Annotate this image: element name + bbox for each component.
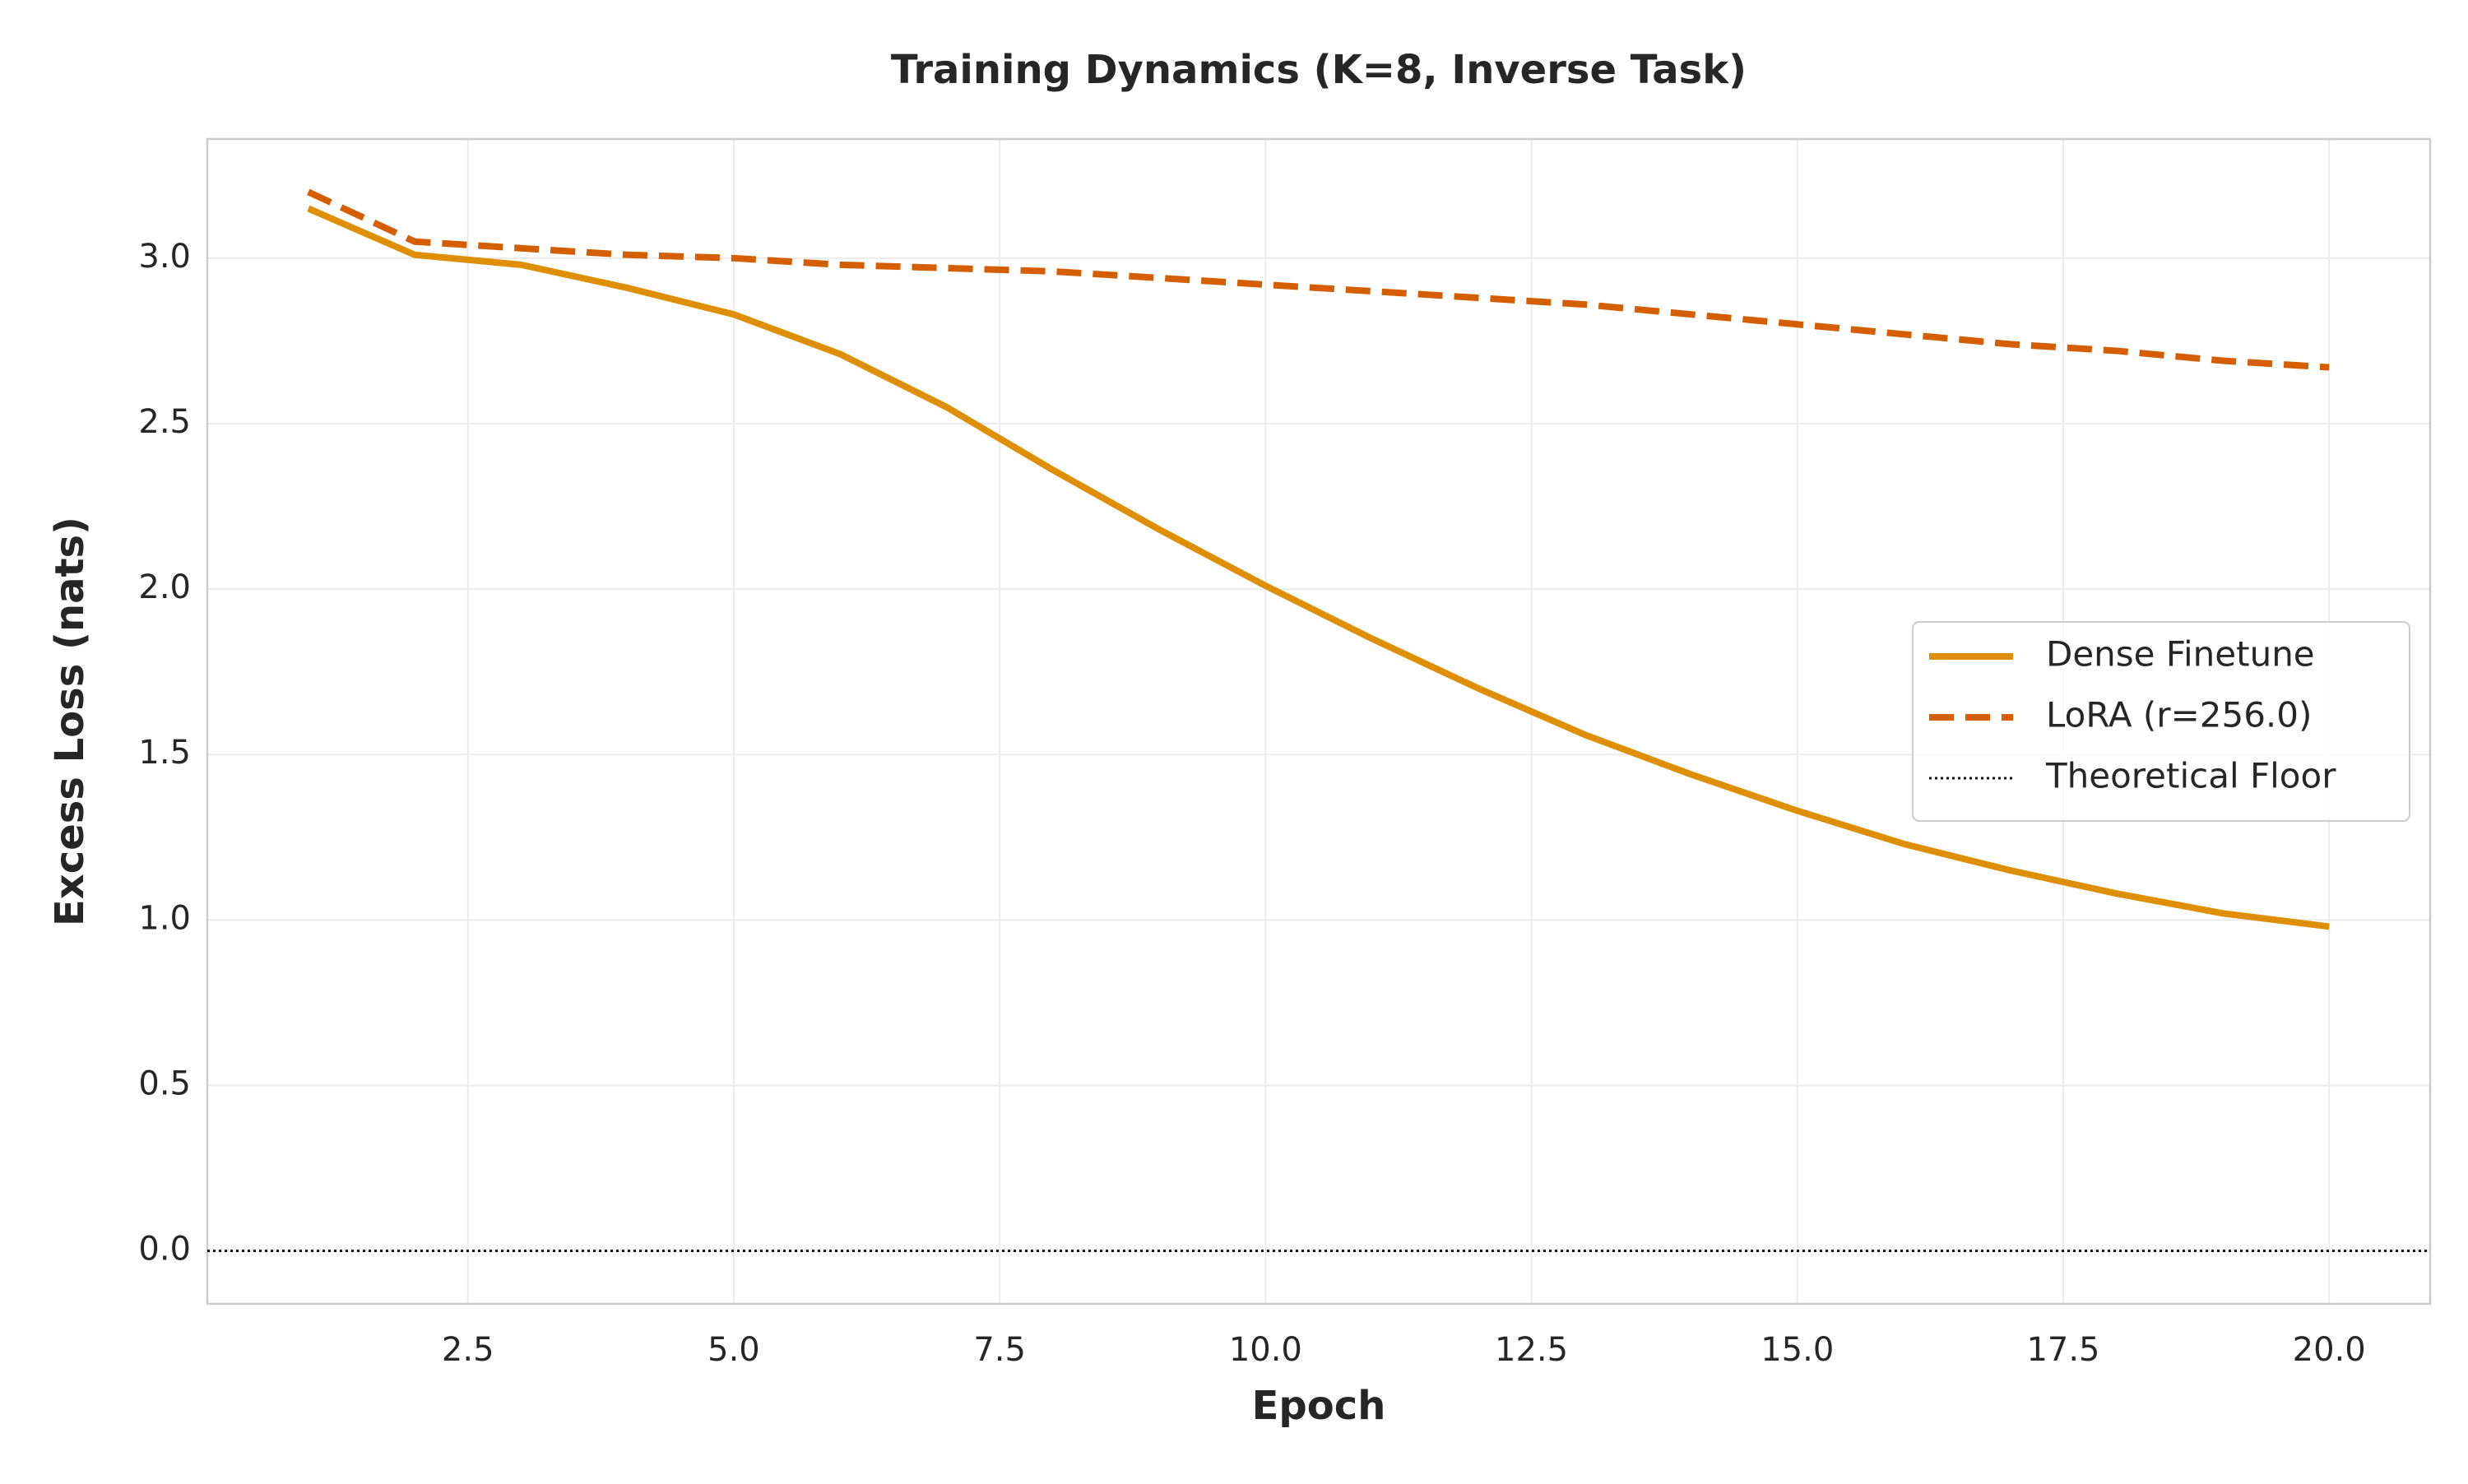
legend-label: Theoretical Floor bbox=[2045, 756, 2336, 796]
y-tick-label: 2.0 bbox=[138, 568, 191, 606]
series-line bbox=[307, 205, 2330, 930]
y-tick-label: 1.5 bbox=[138, 734, 191, 772]
x-tick-label: 20.0 bbox=[2293, 1331, 2366, 1369]
legend-label: LoRA (r=256.0) bbox=[2046, 695, 2312, 735]
y-tick-label: 3.0 bbox=[138, 238, 191, 276]
y-tick-label: 2.5 bbox=[138, 403, 191, 441]
legend-label: Dense Finetune bbox=[2046, 634, 2315, 675]
y-tick-label: 0.0 bbox=[138, 1231, 191, 1268]
chart-title: Training Dynamics (K=8, Inverse Task) bbox=[891, 47, 1747, 93]
y-axis-label: Excess Loss (nats) bbox=[47, 517, 93, 926]
x-axis-label: Epoch bbox=[1252, 1383, 1386, 1429]
x-tick-label: 15.0 bbox=[1761, 1331, 1834, 1369]
x-tick-label: 2.5 bbox=[442, 1331, 494, 1369]
y-tick-label: 1.0 bbox=[138, 899, 191, 937]
x-tick-label: 12.5 bbox=[1495, 1331, 1568, 1369]
y-tick-label: 0.5 bbox=[138, 1065, 191, 1103]
x-tick-label: 10.0 bbox=[1229, 1331, 1302, 1369]
x-tick-label: 5.0 bbox=[707, 1331, 760, 1369]
x-tick-label: 17.5 bbox=[2026, 1331, 2099, 1369]
legend-box bbox=[1912, 621, 2410, 822]
x-tick-label: 7.5 bbox=[973, 1331, 1026, 1369]
plot-frame bbox=[206, 137, 2432, 1305]
series-line bbox=[307, 188, 2330, 371]
